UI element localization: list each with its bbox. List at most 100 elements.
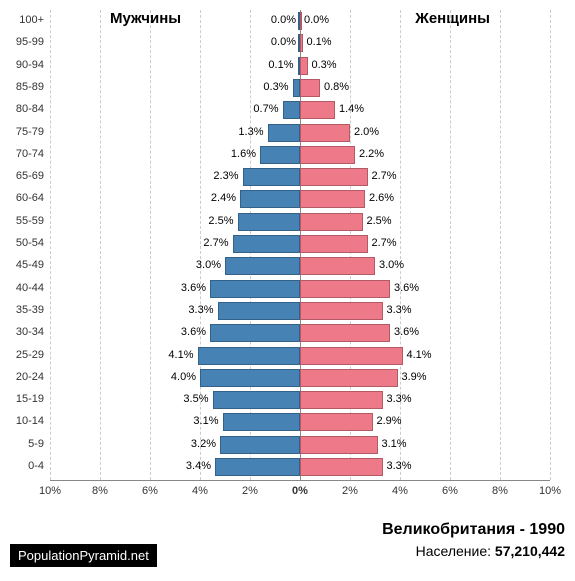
age-label: 65-69 [4, 170, 44, 182]
age-label: 25-29 [4, 349, 44, 361]
female-pct-label: 0.3% [312, 59, 337, 71]
female-bar [300, 213, 363, 231]
age-label: 0-4 [4, 460, 44, 472]
female-bar [300, 458, 383, 476]
female-bar [300, 347, 403, 365]
female-bar [300, 369, 398, 387]
female-bar [300, 190, 365, 208]
female-bar [300, 124, 350, 142]
pyramid-row: 75-791.3%2.0% [50, 122, 550, 144]
pyramid-row: 50-542.7%2.7% [50, 233, 550, 255]
pyramid-row: 30-343.6%3.6% [50, 322, 550, 344]
x-tick-label: 10% [539, 485, 561, 497]
male-pct-label: 3.0% [196, 259, 221, 271]
pyramid-row: 95-990.0%0.1% [50, 32, 550, 54]
age-label: 100+ [4, 14, 44, 26]
male-bar [200, 369, 300, 387]
female-bar [300, 101, 335, 119]
pyramid-row: 25-294.1%4.1% [50, 345, 550, 367]
x-tick-label: 6% [442, 485, 458, 497]
age-label: 15-19 [4, 393, 44, 405]
female-pct-label: 3.3% [387, 460, 412, 472]
x-tick-label: 2% [342, 485, 358, 497]
x-axis: 10%8%6%4%2%0%2%4%6%8%10% [50, 480, 550, 500]
male-pct-label: 1.3% [238, 126, 263, 138]
female-bar [300, 79, 320, 97]
female-pct-label: 4.1% [407, 349, 432, 361]
pyramid-chart: Мужчины Женщины 100+0.0%0.0%95-990.0%0.1… [50, 10, 550, 500]
pyramid-row: 5-93.2%3.1% [50, 434, 550, 456]
male-pct-label: 0.0% [271, 36, 296, 48]
male-bar [198, 347, 301, 365]
male-pct-label: 0.0% [271, 14, 296, 26]
male-pct-label: 4.0% [171, 371, 196, 383]
grid-line [550, 10, 551, 480]
male-pct-label: 1.6% [231, 148, 256, 160]
female-pct-label: 2.0% [354, 126, 379, 138]
male-pct-label: 3.3% [188, 304, 213, 316]
male-bar [268, 124, 301, 142]
population-line: Население: 57,210,442 [416, 543, 565, 559]
pyramid-row: 90-940.1%0.3% [50, 55, 550, 77]
male-bar [240, 190, 300, 208]
age-label: 10-14 [4, 415, 44, 427]
footer: PopulationPyramid.net Великобритания - 1… [10, 521, 565, 571]
age-label: 5-9 [4, 438, 44, 450]
female-pct-label: 2.9% [377, 415, 402, 427]
male-bar [220, 436, 300, 454]
age-label: 20-24 [4, 371, 44, 383]
age-label: 70-74 [4, 148, 44, 160]
female-pct-label: 0.1% [307, 36, 332, 48]
female-pct-label: 3.0% [379, 259, 404, 271]
male-pct-label: 3.2% [191, 438, 216, 450]
age-label: 40-44 [4, 282, 44, 294]
age-label: 50-54 [4, 237, 44, 249]
male-bar [233, 235, 301, 253]
pyramid-row: 40-443.6%3.6% [50, 278, 550, 300]
male-bar [283, 101, 301, 119]
pyramid-row: 85-890.3%0.8% [50, 77, 550, 99]
pyramid-row: 45-493.0%3.0% [50, 255, 550, 277]
male-bar [215, 458, 300, 476]
x-tick-label: 4% [192, 485, 208, 497]
age-label: 30-34 [4, 326, 44, 338]
x-tick-label: 2% [242, 485, 258, 497]
male-pct-label: 3.6% [181, 282, 206, 294]
male-bar [218, 302, 301, 320]
male-pct-label: 3.6% [181, 326, 206, 338]
age-label: 35-39 [4, 304, 44, 316]
population-value: 57,210,442 [495, 543, 565, 559]
pyramid-row: 100+0.0%0.0% [50, 10, 550, 32]
x-tick-label: 8% [492, 485, 508, 497]
age-label: 60-64 [4, 192, 44, 204]
female-bar [300, 257, 375, 275]
x-tick-label: 10% [39, 485, 61, 497]
female-pct-label: 3.9% [402, 371, 427, 383]
female-pct-label: 0.0% [304, 14, 329, 26]
pyramid-row: 15-193.5%3.3% [50, 389, 550, 411]
age-label: 95-99 [4, 36, 44, 48]
source-badge: PopulationPyramid.net [10, 544, 157, 567]
female-pct-label: 2.6% [369, 192, 394, 204]
female-bar [300, 391, 383, 409]
pyramid-row: 35-393.3%3.3% [50, 300, 550, 322]
female-bar [300, 146, 355, 164]
pyramid-row: 65-692.3%2.7% [50, 166, 550, 188]
female-pct-label: 2.7% [372, 170, 397, 182]
female-bar [300, 280, 390, 298]
male-pct-label: 2.5% [208, 215, 233, 227]
male-pct-label: 4.1% [168, 349, 193, 361]
x-tick-label: 8% [92, 485, 108, 497]
female-pct-label: 3.1% [382, 438, 407, 450]
male-bar [243, 168, 301, 186]
female-pct-label: 3.6% [394, 326, 419, 338]
rows-container: 100+0.0%0.0%95-990.0%0.1%90-940.1%0.3%85… [50, 10, 550, 480]
female-bar [300, 57, 308, 75]
male-pct-label: 3.5% [183, 393, 208, 405]
male-bar [293, 79, 301, 97]
female-pct-label: 2.2% [359, 148, 384, 160]
female-bar [300, 324, 390, 342]
x-tick-label: 6% [142, 485, 158, 497]
male-bar [225, 257, 300, 275]
female-pct-label: 0.8% [324, 81, 349, 93]
